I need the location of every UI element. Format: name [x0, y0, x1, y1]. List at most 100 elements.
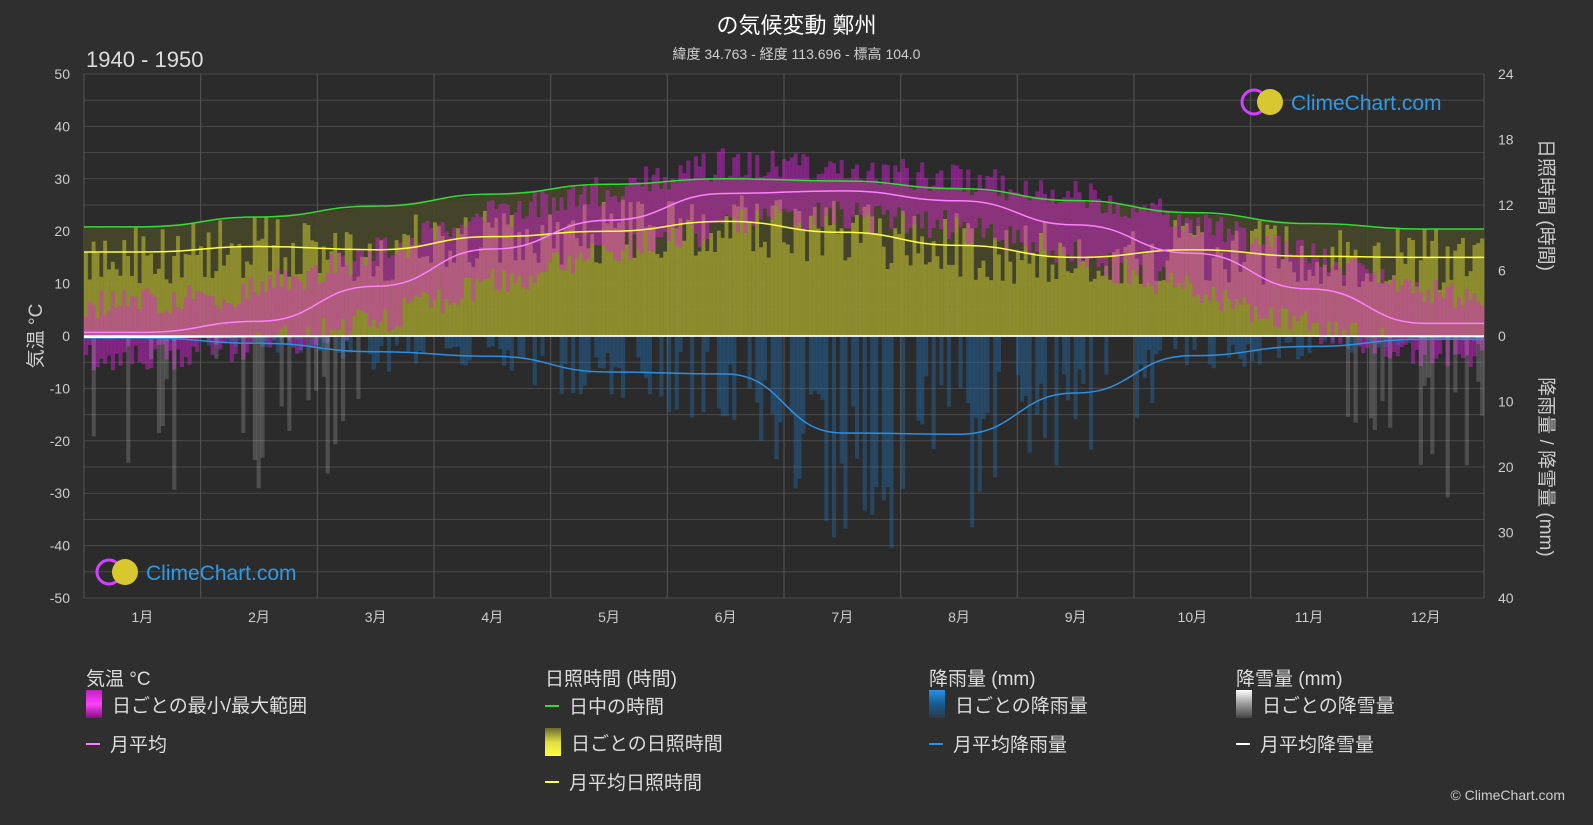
sunshine-bar [1000, 280, 1005, 336]
temp-range-bar [912, 189, 917, 225]
rain-bar [1476, 336, 1481, 341]
sunshine-bar [356, 276, 361, 336]
daylight-bar [559, 188, 564, 336]
sunshine-bar [1173, 220, 1178, 336]
daylight-bar [287, 214, 292, 336]
daylight-bar [352, 208, 357, 336]
snow-bar [126, 336, 131, 463]
rain-bar [1411, 336, 1416, 339]
temp-range-bar [1361, 264, 1366, 354]
sunshine-bar [352, 280, 357, 336]
sunshine-bar [1299, 245, 1305, 336]
temp-range-bar [889, 184, 894, 229]
temp-range-bar [713, 174, 718, 224]
sunshine-bar [540, 225, 545, 336]
sunshine-bar [732, 204, 737, 336]
daylight-bar [1437, 229, 1443, 336]
sunshine-bar [885, 269, 890, 336]
daylight-bar [1108, 204, 1113, 336]
legend-sun-daily: 日ごとの日照時間 [545, 728, 723, 756]
sunshine-bar [586, 248, 591, 336]
sunshine-bar [686, 219, 691, 336]
daylight-bar [594, 185, 599, 336]
temp-range-bar [858, 179, 863, 215]
sunshine-bar [283, 257, 288, 336]
temp-range-bar [1115, 203, 1120, 284]
rain-bar [1322, 336, 1328, 342]
snow-bar [172, 336, 177, 490]
temp-range-bar [387, 257, 392, 332]
rain-bar [325, 336, 330, 350]
daylight-bar [1357, 225, 1362, 336]
sunshine-bar [91, 241, 96, 336]
sunshine-bar [225, 254, 231, 336]
rain-bar [605, 336, 610, 354]
sunshine-bar [1230, 240, 1235, 336]
rain-bar [1391, 336, 1397, 340]
temp-range-bar [425, 220, 430, 294]
sunshine-bar [1207, 280, 1212, 336]
sunshine-bar [751, 251, 756, 336]
sunshine-bar [559, 264, 564, 336]
temp-range-bar [429, 228, 434, 308]
sunshine-bar [720, 237, 725, 336]
sunshine-bar [463, 217, 468, 336]
temp-range-bar [947, 187, 952, 239]
temp-range-bar [690, 179, 695, 226]
sunshine-bar [674, 228, 679, 336]
sunshine-bar [904, 255, 909, 336]
rain-bar [647, 336, 652, 395]
legend-snow-avg-label: 月平均降雪量 [1260, 735, 1375, 756]
rain-bar [636, 336, 641, 358]
sunshine-bar [421, 256, 426, 336]
legend-sun-daily-label: 日ごとの日照時間 [571, 733, 723, 755]
rain-bar [973, 336, 978, 418]
sunshine-bar [931, 241, 936, 336]
temp-range-bar [1276, 235, 1282, 329]
sunshine-bar [555, 222, 560, 336]
rain-bar [509, 336, 514, 371]
sunshine-bar [87, 279, 92, 336]
temp-range-bar [448, 236, 453, 305]
sunshine-bar [164, 279, 169, 336]
rain-bar [824, 336, 829, 522]
rain-bar [939, 336, 944, 386]
sunshine-bar [1031, 252, 1036, 336]
sunshine-bar [1468, 271, 1473, 336]
temp-range-bar [402, 249, 407, 298]
sunshine-bar [521, 259, 526, 336]
rain-bar [854, 336, 860, 459]
temp-range-bar [950, 164, 955, 233]
temp-range-bar [467, 221, 472, 278]
temp-range-bar [141, 290, 146, 365]
temp-range-bar [835, 173, 840, 202]
temp-range-bar [145, 288, 150, 370]
temp-range-bar [563, 209, 568, 271]
rain-bar [1054, 336, 1059, 466]
temp-range-bar [1453, 307, 1458, 355]
sunshine-bar [1284, 226, 1289, 336]
sunshine-bar [149, 253, 154, 336]
temp-range-bar [851, 168, 856, 217]
sunshine-bar [398, 247, 403, 336]
temp-range-bar [1065, 190, 1071, 255]
snow-bar [91, 336, 96, 437]
rain-bar [502, 336, 507, 366]
rain-bar [732, 336, 737, 420]
temp-range-bar [935, 173, 940, 220]
temp-range-bar [1085, 208, 1090, 268]
temp-range-bar [1146, 211, 1151, 283]
sunshine-bar [183, 253, 188, 336]
sunshine-bar [632, 257, 637, 336]
sunshine-bar [348, 234, 353, 336]
sunshine-bar [820, 255, 825, 336]
daylight-bar [1303, 223, 1308, 336]
sunshine-tick-label: 12 [1498, 197, 1514, 213]
rain-bar [613, 336, 618, 368]
sunshine-bar [1411, 240, 1416, 336]
sunshine-bar [567, 223, 572, 336]
temp-range-bar [1399, 285, 1404, 347]
temp-range-bar [1391, 277, 1397, 353]
daylight-bar [1138, 207, 1143, 336]
